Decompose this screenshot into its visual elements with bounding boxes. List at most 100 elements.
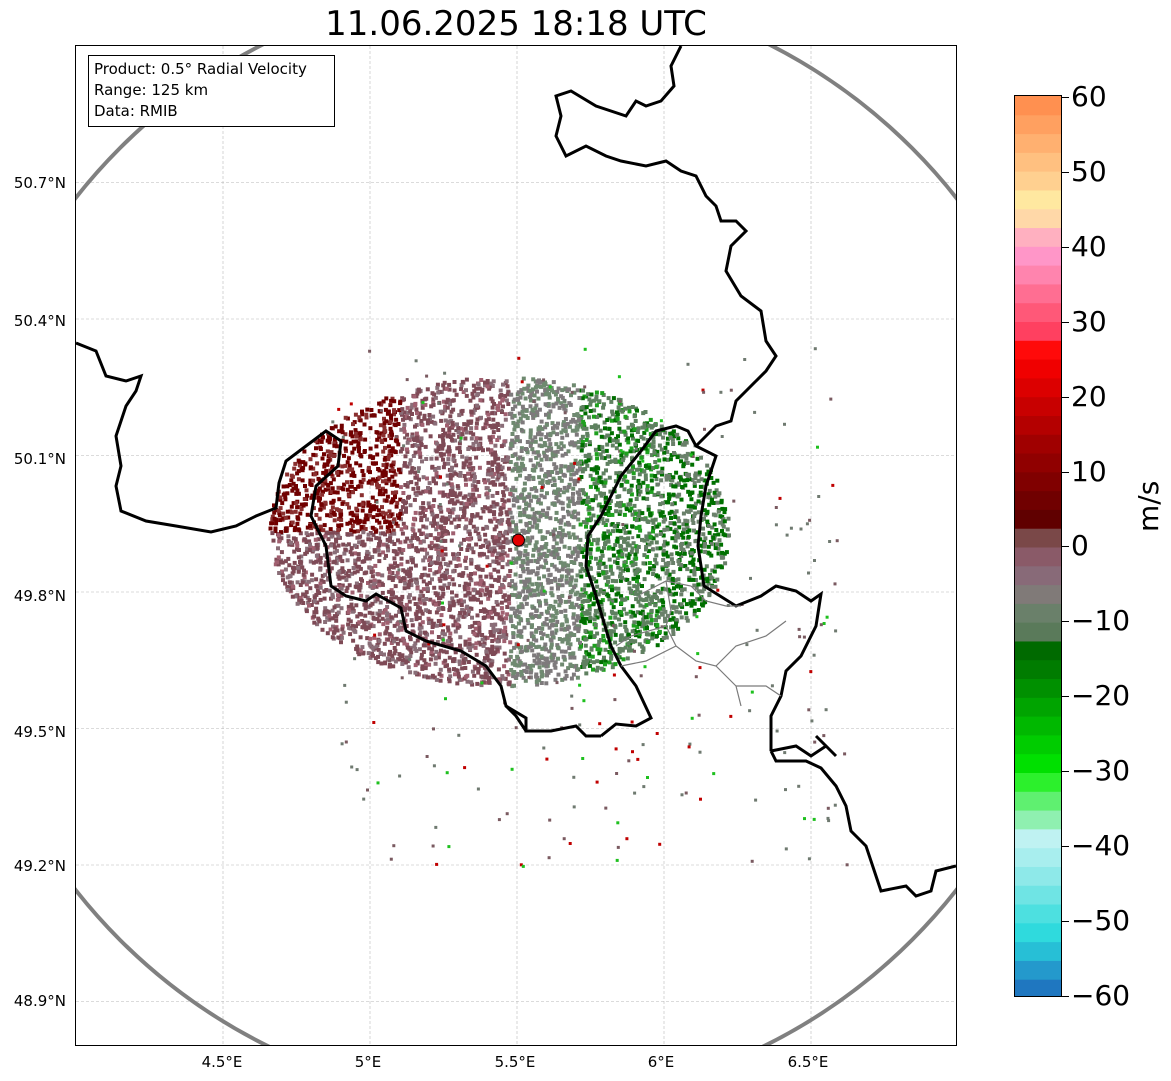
colorbar-tick — [1062, 97, 1069, 98]
colorbar-bin — [1015, 133, 1061, 153]
velocity-colorbar — [1014, 95, 1062, 997]
colorbar-label-40: 40 — [1071, 230, 1107, 263]
colorbar-bin — [1015, 246, 1061, 266]
colorbar-bin — [1015, 640, 1061, 661]
colorbar-bin — [1015, 283, 1061, 304]
colorbar-tick — [1062, 322, 1069, 323]
colorbar-tick — [1062, 247, 1069, 248]
colorbar-label-neg20: −20 — [1071, 679, 1131, 712]
colorbar-bin — [1015, 922, 1061, 943]
lon-label-6: 6°E — [647, 1053, 675, 1071]
colorbar-bin — [1015, 208, 1061, 229]
colorbar-bin — [1015, 772, 1061, 792]
colorbar-bin — [1015, 960, 1061, 980]
colorbar-bin — [1015, 434, 1061, 454]
lat-label-48-9: 48.9°N — [13, 992, 66, 1010]
colorbar-tick — [1062, 771, 1069, 772]
colorbar-bin — [1015, 716, 1061, 736]
colorbar-bin — [1015, 359, 1061, 379]
border-southeast — [504, 704, 956, 898]
colorbar-bin — [1015, 227, 1061, 247]
colorbar-label-neg50: −50 — [1071, 904, 1131, 937]
lat-label-50-1: 50.1°N — [13, 450, 66, 468]
range-label: Range: 125 km — [94, 81, 209, 99]
colorbar-bin — [1015, 979, 1061, 996]
colorbar-bin — [1015, 96, 1061, 116]
colorbar-bin — [1015, 603, 1061, 623]
velocity-echoes — [268, 347, 849, 868]
colorbar-bin — [1015, 528, 1061, 548]
radar-map-canvas — [76, 46, 956, 1045]
border-east — [554, 46, 778, 448]
colorbar-bin — [1015, 171, 1061, 191]
colorbar-bin — [1015, 302, 1061, 322]
lon-label-6-5: 6.5°E — [787, 1053, 829, 1071]
colorbar-bin — [1015, 866, 1061, 886]
colorbar-label-neg60: −60 — [1071, 979, 1131, 1012]
colorbar-bin — [1015, 659, 1061, 680]
colorbar-tick — [1062, 546, 1069, 547]
colorbar-bin — [1015, 415, 1061, 435]
colorbar-tick — [1062, 397, 1069, 398]
colorbar-label-50: 50 — [1071, 155, 1107, 188]
lat-label-50-7: 50.7°N — [13, 174, 66, 192]
country-borders — [76, 46, 956, 898]
colorbar-bin — [1015, 753, 1061, 773]
lat-label-49-5: 49.5°N — [13, 723, 66, 741]
colorbar-label-neg10: −10 — [1071, 604, 1131, 637]
colorbar-bin — [1015, 189, 1061, 210]
colorbar-bin — [1015, 114, 1061, 135]
colorbar-label-neg30: −30 — [1071, 754, 1131, 787]
colorbar-label-0: 0 — [1071, 529, 1089, 562]
colorbar-label-10: 10 — [1071, 455, 1107, 488]
colorbar-tick — [1062, 996, 1069, 997]
colorbar-bin — [1015, 734, 1061, 755]
colorbar-bin — [1015, 152, 1061, 172]
colorbar-tick — [1062, 172, 1069, 173]
colorbar-tick — [1062, 696, 1069, 697]
colorbar-bin — [1015, 828, 1061, 849]
colorbar-bin — [1015, 377, 1061, 398]
luxembourg-cantons — [615, 580, 787, 707]
colorbar-tick — [1062, 846, 1069, 847]
radar-map[interactable] — [75, 45, 957, 1046]
map-title: 11.06.2025 18:18 UTC — [325, 4, 707, 44]
lon-label-4-5: 4.5°E — [201, 1053, 243, 1071]
colorbar-bin — [1015, 584, 1061, 604]
colorbar-label-30: 30 — [1071, 305, 1107, 338]
colorbar-bin — [1015, 321, 1061, 341]
lon-label-5-5: 5.5°E — [494, 1053, 536, 1071]
colorbar-bin — [1015, 622, 1061, 642]
colorbar-tick — [1062, 472, 1069, 473]
colorbar-bin — [1015, 547, 1061, 567]
colorbar-bin — [1015, 471, 1061, 492]
colorbar-bin — [1015, 453, 1061, 473]
colorbar-label-20: 20 — [1071, 380, 1107, 413]
product-info-box: Product: 0.5° Radial Velocity Range: 125… — [88, 55, 335, 127]
colorbar-bin — [1015, 904, 1061, 924]
colorbar-tick — [1062, 621, 1069, 622]
lat-label-49-2: 49.2°N — [13, 857, 66, 875]
radar-site-marker — [511, 533, 525, 547]
colorbar-unit-label: m/s — [1132, 480, 1165, 532]
data-source-label: Data: RMIB — [94, 102, 178, 120]
colorbar-bin — [1015, 490, 1061, 510]
colorbar-bin — [1015, 941, 1061, 961]
colorbar-bin — [1015, 396, 1061, 416]
colorbar-bin — [1015, 340, 1061, 360]
colorbar-bin — [1015, 509, 1061, 529]
lat-label-50-4: 50.4°N — [13, 312, 66, 330]
colorbar-bin — [1015, 265, 1061, 285]
colorbar-label-60: 60 — [1071, 80, 1107, 113]
colorbar-bin — [1015, 885, 1061, 905]
colorbar-gradient — [1015, 96, 1061, 996]
colorbar-bin — [1015, 810, 1061, 830]
lon-label-5: 5°E — [354, 1053, 382, 1071]
colorbar-tick — [1062, 921, 1069, 922]
colorbar-bin — [1015, 565, 1061, 586]
colorbar-bin — [1015, 678, 1061, 698]
border-west — [76, 341, 601, 738]
colorbar-label-neg40: −40 — [1071, 829, 1131, 862]
product-label: Product: 0.5° Radial Velocity — [94, 60, 307, 78]
lat-label-49-8: 49.8°N — [13, 587, 66, 605]
